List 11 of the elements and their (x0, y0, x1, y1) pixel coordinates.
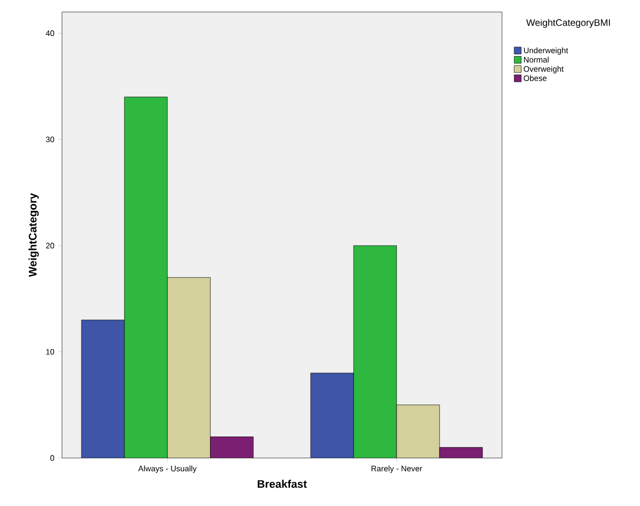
bar (124, 96, 168, 458)
bar (310, 372, 354, 458)
bar (353, 245, 397, 458)
x-axis-title: Breakfast (258, 480, 307, 488)
bar (167, 277, 211, 458)
bar (439, 447, 483, 458)
bar (81, 320, 125, 458)
bar (210, 436, 254, 458)
y-axis-title: WeightCategory (28, 193, 39, 277)
bar (396, 404, 440, 458)
legend-title: WeightCategoryBMI (526, 18, 610, 28)
